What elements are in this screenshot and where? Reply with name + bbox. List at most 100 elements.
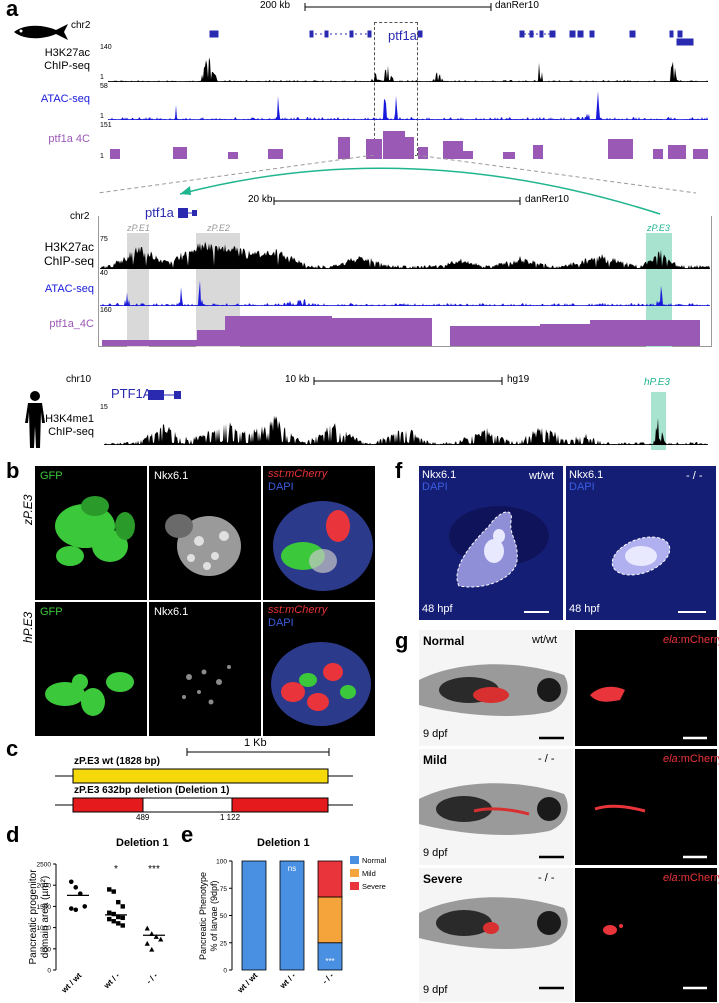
f-mut-genotype: - / - bbox=[686, 470, 703, 482]
data-point bbox=[116, 914, 121, 920]
signal-atac-zoom bbox=[100, 280, 710, 306]
data-point bbox=[107, 916, 112, 922]
panel-label-a: a bbox=[6, 0, 19, 21]
chr-label-zoom: chr2 bbox=[70, 211, 90, 222]
chart-d-title: Deletion 1 bbox=[116, 837, 169, 849]
wt-construct-label: zP.E3 wt (1828 bp) bbox=[74, 756, 160, 767]
data-point bbox=[116, 921, 121, 926]
tick-min-atac-top: 1 bbox=[100, 113, 104, 120]
channel-label-gfp-1: GFP bbox=[40, 470, 63, 482]
enhancer-label-hpe3: hP.E3 bbox=[644, 377, 670, 388]
chr-label-top: chr2 bbox=[71, 20, 91, 31]
y-tick-label: 75 bbox=[220, 886, 228, 893]
enhancer-label-zpe2: zP.E2 bbox=[207, 223, 230, 233]
channel-label-dapi-2: DAPI bbox=[268, 617, 294, 629]
legend-swatch bbox=[350, 869, 359, 877]
data-point bbox=[107, 887, 112, 892]
channel-label-dapi-1: DAPI bbox=[268, 481, 294, 493]
x-tick-label: wt / - bbox=[277, 971, 297, 991]
deletion-construct-label: zP.E3 632bp deletion (Deletion 1) bbox=[74, 785, 230, 796]
scale-label-human: 10 kb bbox=[285, 374, 310, 385]
y-tick-label: 100 bbox=[216, 859, 227, 866]
legend-swatch bbox=[350, 856, 359, 864]
ns-label: ns bbox=[288, 864, 296, 873]
signal-block bbox=[450, 326, 540, 346]
x-tick-label: wt / wt bbox=[235, 971, 260, 996]
g-fluor-severe bbox=[575, 868, 717, 1002]
x-tick-label: wt / wt bbox=[59, 971, 84, 996]
micrograph-f-wt: Nkx6.1 DAPI wt/wt 48 hpf bbox=[419, 466, 563, 620]
g-reporter-severe: ela:mCherry bbox=[663, 872, 719, 884]
y-tick-label: 50 bbox=[220, 913, 228, 920]
scale-label-top: 200 kb bbox=[260, 0, 291, 11]
data-point bbox=[153, 934, 159, 939]
data-point bbox=[111, 919, 116, 924]
scale-bar-human bbox=[313, 377, 503, 385]
signal-h3k4me1-human bbox=[104, 415, 708, 445]
gene-model-ptf1a-human bbox=[148, 390, 181, 400]
signal-block bbox=[332, 318, 432, 346]
tick-max-4c-zoom: 160 bbox=[100, 307, 112, 314]
scale-bar-top bbox=[304, 3, 492, 11]
legend-swatch bbox=[350, 882, 359, 890]
f-mut-channel-2: DAPI bbox=[569, 481, 595, 493]
micrograph-gfp-zpe3: GFP bbox=[35, 466, 147, 600]
zoom-frame bbox=[98, 216, 712, 347]
data-point bbox=[111, 889, 116, 894]
sig-label: *** bbox=[325, 957, 334, 966]
gene-track-top bbox=[209, 30, 694, 46]
signal-block bbox=[268, 149, 283, 159]
zebrafish-icon bbox=[14, 24, 68, 40]
channel-label-nkx-1: Nkx6.1 bbox=[154, 470, 189, 482]
scale-label-c: 1 Kb bbox=[244, 737, 267, 749]
zoom-guide-lines bbox=[97, 155, 697, 194]
tick-max-h3k27ac-zoom: 75 bbox=[100, 236, 108, 243]
tick-max-4c-top: 151 bbox=[100, 122, 112, 129]
signal-block bbox=[443, 141, 463, 159]
tick-max-atac-top: 58 bbox=[100, 83, 108, 90]
g-stage-normal: 9 dpf bbox=[423, 728, 448, 740]
track-label-atac-top: ATAC-seq bbox=[40, 93, 90, 105]
tick-min-h3k27ac-top: 1 bbox=[100, 74, 104, 81]
f-wt-channel-1: Nkx6.1 bbox=[422, 469, 457, 481]
signal-4c-top bbox=[110, 131, 708, 159]
signal-path bbox=[108, 57, 708, 82]
row-label-hpe3: hP.E3 bbox=[21, 611, 35, 643]
micrograph-nkx61-hpe3: Nkx6.1 bbox=[149, 602, 261, 736]
data-point bbox=[144, 925, 150, 931]
panel-label-d: d bbox=[6, 822, 20, 847]
legend-label: Normal bbox=[362, 856, 387, 865]
signal-block bbox=[228, 152, 238, 159]
signal-block bbox=[418, 147, 428, 159]
signal-4c-zoom bbox=[102, 316, 700, 346]
chart-d-svg: 2500 2000 1500 1000 500 0 wt / wt * wt / - *** - /… bbox=[37, 862, 165, 996]
data-point bbox=[158, 936, 164, 942]
tick-max-human: 15 bbox=[100, 404, 108, 411]
signal-block bbox=[225, 316, 332, 346]
signal-block bbox=[383, 131, 405, 159]
panel-label-b: b bbox=[6, 458, 20, 483]
y-tick-label: 500 bbox=[40, 946, 51, 953]
data-point bbox=[120, 915, 125, 921]
deletion-start-coord: 489 bbox=[136, 813, 150, 822]
y-tick-label: 2500 bbox=[37, 862, 52, 869]
signal-block bbox=[693, 149, 708, 159]
y-tick-label: 0 bbox=[47, 968, 51, 975]
data-point bbox=[82, 904, 88, 909]
g-reporter-mild: ela:mCherry bbox=[663, 753, 719, 765]
data-point bbox=[68, 906, 74, 911]
g-brightfield-mild: Mild 9 dpf bbox=[419, 749, 573, 865]
data-point bbox=[120, 904, 125, 909]
g-genotype-mild: - / - bbox=[538, 753, 555, 765]
y-tick-label: 2000 bbox=[37, 883, 52, 890]
f-wt-genotype: wt/wt bbox=[529, 470, 555, 482]
channel-label-sst-1: sst:mCherry bbox=[268, 468, 328, 480]
signal-block bbox=[463, 151, 473, 159]
enhancer-label-zpe1: zP.E1 bbox=[127, 223, 150, 233]
deletion-construct-diagram bbox=[55, 797, 353, 813]
data-point bbox=[120, 923, 125, 928]
track-label-h3k27ac-top: H3K27ac ChIP-seq bbox=[44, 47, 90, 72]
signal-block bbox=[400, 137, 414, 159]
micrograph-merge-zpe3: sst:mCherry DAPI bbox=[263, 466, 375, 600]
f-wt-channel-2: DAPI bbox=[422, 481, 448, 493]
